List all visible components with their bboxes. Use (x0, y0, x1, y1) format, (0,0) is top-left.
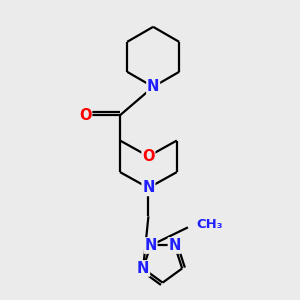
Text: CH₃: CH₃ (197, 218, 223, 231)
Text: O: O (79, 108, 92, 123)
Text: N: N (169, 238, 181, 253)
Text: N: N (144, 238, 157, 253)
Text: O: O (142, 149, 155, 164)
Text: N: N (142, 180, 154, 195)
Text: N: N (147, 79, 159, 94)
Text: N: N (137, 261, 149, 276)
